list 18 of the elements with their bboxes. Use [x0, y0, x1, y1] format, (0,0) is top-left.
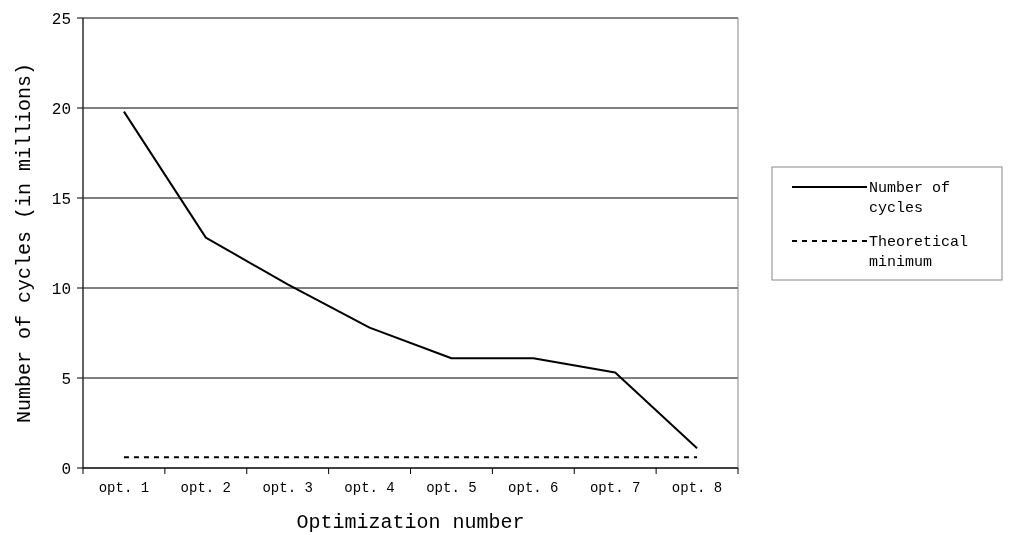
x-tick-label: opt. 4	[344, 480, 395, 496]
x-tick-label: opt. 2	[180, 480, 232, 496]
x-tick-label: opt. 7	[589, 480, 641, 496]
legend-label: Number of cycles	[869, 180, 951, 218]
x-tick-label: opt. 1	[98, 480, 150, 496]
x-tick-label: opt. 5	[426, 480, 477, 496]
y-tick-label: 20	[51, 100, 71, 119]
y-tick-label: 25	[51, 10, 71, 29]
legend-label: Theoretical minimum	[869, 234, 969, 272]
y-tick-label: 5	[61, 370, 71, 389]
x-tick-label: opt. 6	[508, 480, 559, 496]
x-tick-label: opt. 8	[671, 480, 723, 496]
x-tick-label: opt. 3	[262, 480, 313, 496]
x-axis-title: Optimization number	[296, 511, 525, 534]
y-axis-title: Number of cycles (in millions)	[13, 62, 36, 424]
y-tick-label: 0	[61, 460, 71, 479]
y-tick-label: 10	[51, 280, 71, 299]
y-tick-label: 15	[51, 190, 71, 209]
